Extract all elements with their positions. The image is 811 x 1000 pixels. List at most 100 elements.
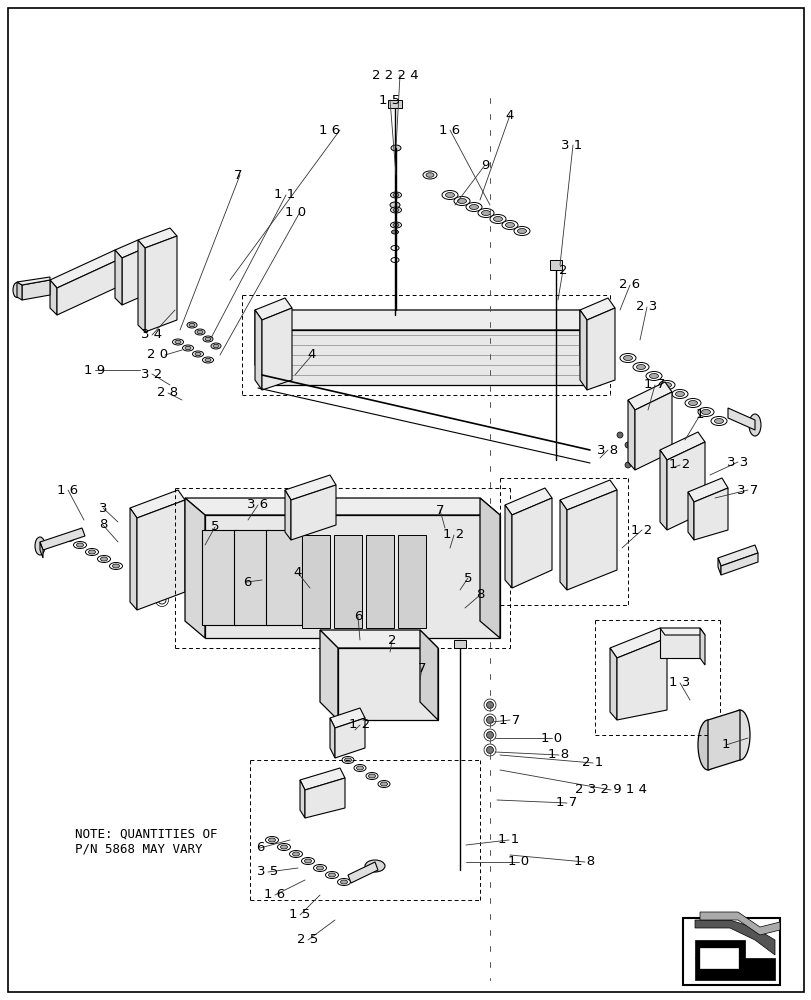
Circle shape: [376, 696, 383, 704]
Ellipse shape: [478, 209, 493, 218]
Text: 1: 1: [695, 408, 703, 422]
Ellipse shape: [316, 866, 323, 870]
Polygon shape: [285, 475, 336, 500]
Ellipse shape: [378, 780, 389, 787]
Polygon shape: [634, 392, 672, 470]
Text: 2 2 2 4: 2 2 2 4: [371, 69, 418, 82]
Bar: [682, 918, 779, 985]
Ellipse shape: [501, 221, 517, 230]
Polygon shape: [609, 628, 666, 658]
Ellipse shape: [366, 772, 378, 779]
Text: 6: 6: [242, 576, 251, 588]
Ellipse shape: [441, 190, 457, 200]
Polygon shape: [299, 768, 345, 790]
Polygon shape: [17, 277, 50, 285]
Polygon shape: [204, 515, 500, 638]
Text: 1 7: 1 7: [556, 796, 577, 809]
Polygon shape: [560, 500, 566, 590]
Text: 1 3: 1 3: [668, 676, 690, 690]
Circle shape: [151, 271, 159, 279]
Ellipse shape: [391, 230, 398, 234]
Polygon shape: [687, 492, 693, 540]
Circle shape: [516, 542, 523, 548]
Ellipse shape: [202, 616, 238, 634]
Polygon shape: [560, 480, 616, 510]
Polygon shape: [699, 628, 704, 665]
Polygon shape: [305, 778, 345, 818]
Text: 6: 6: [354, 610, 362, 624]
Polygon shape: [627, 382, 672, 410]
Polygon shape: [185, 498, 500, 515]
Polygon shape: [285, 490, 290, 540]
Polygon shape: [479, 498, 500, 638]
Ellipse shape: [266, 521, 302, 539]
Polygon shape: [659, 432, 704, 460]
Ellipse shape: [453, 196, 470, 206]
Ellipse shape: [211, 343, 221, 349]
Polygon shape: [579, 298, 614, 320]
Circle shape: [376, 676, 383, 684]
Text: 7: 7: [436, 504, 444, 516]
Ellipse shape: [305, 315, 315, 321]
Ellipse shape: [391, 245, 398, 250]
Ellipse shape: [356, 766, 363, 770]
Ellipse shape: [426, 173, 433, 177]
Polygon shape: [137, 500, 185, 610]
Ellipse shape: [684, 398, 700, 408]
Ellipse shape: [189, 323, 195, 327]
Text: 1 0: 1 0: [285, 206, 307, 219]
Polygon shape: [453, 640, 466, 648]
Ellipse shape: [354, 764, 366, 771]
Polygon shape: [57, 258, 122, 315]
Ellipse shape: [187, 322, 197, 328]
Ellipse shape: [729, 710, 749, 760]
Ellipse shape: [366, 528, 393, 542]
Circle shape: [158, 556, 165, 564]
Text: 3 4: 3 4: [141, 328, 162, 342]
Circle shape: [151, 291, 159, 299]
Ellipse shape: [457, 198, 466, 204]
Ellipse shape: [292, 852, 299, 856]
Circle shape: [596, 352, 603, 359]
Text: 1 0: 1 0: [541, 732, 562, 744]
Polygon shape: [255, 310, 275, 385]
Polygon shape: [512, 498, 551, 588]
Ellipse shape: [390, 207, 401, 213]
Polygon shape: [609, 648, 616, 720]
Text: 1 7: 1 7: [499, 714, 520, 726]
Ellipse shape: [101, 557, 107, 561]
Ellipse shape: [649, 373, 658, 378]
Polygon shape: [185, 498, 204, 638]
Polygon shape: [255, 298, 292, 320]
Ellipse shape: [397, 621, 426, 635]
Polygon shape: [504, 505, 512, 588]
Ellipse shape: [333, 528, 362, 542]
Text: 9: 9: [480, 159, 488, 172]
Ellipse shape: [192, 351, 204, 357]
Text: 3: 3: [99, 502, 107, 514]
Ellipse shape: [393, 208, 398, 212]
Ellipse shape: [35, 537, 45, 555]
Text: 1 6: 1 6: [319, 124, 340, 137]
Polygon shape: [659, 450, 666, 530]
Ellipse shape: [513, 227, 530, 235]
Ellipse shape: [697, 408, 713, 416]
Text: 1 2: 1 2: [349, 718, 370, 732]
Ellipse shape: [620, 354, 635, 362]
Ellipse shape: [280, 845, 287, 849]
Polygon shape: [234, 530, 270, 625]
Ellipse shape: [517, 229, 526, 233]
Ellipse shape: [234, 521, 270, 539]
Polygon shape: [50, 250, 122, 288]
Ellipse shape: [197, 330, 203, 334]
Polygon shape: [320, 630, 337, 720]
Text: 3 3: 3 3: [727, 456, 748, 468]
Ellipse shape: [333, 621, 362, 635]
Ellipse shape: [212, 344, 219, 348]
Text: 1 0: 1 0: [508, 855, 529, 868]
Ellipse shape: [182, 345, 193, 351]
Polygon shape: [627, 400, 634, 470]
Ellipse shape: [325, 871, 338, 878]
Ellipse shape: [489, 215, 505, 224]
Circle shape: [486, 732, 493, 738]
